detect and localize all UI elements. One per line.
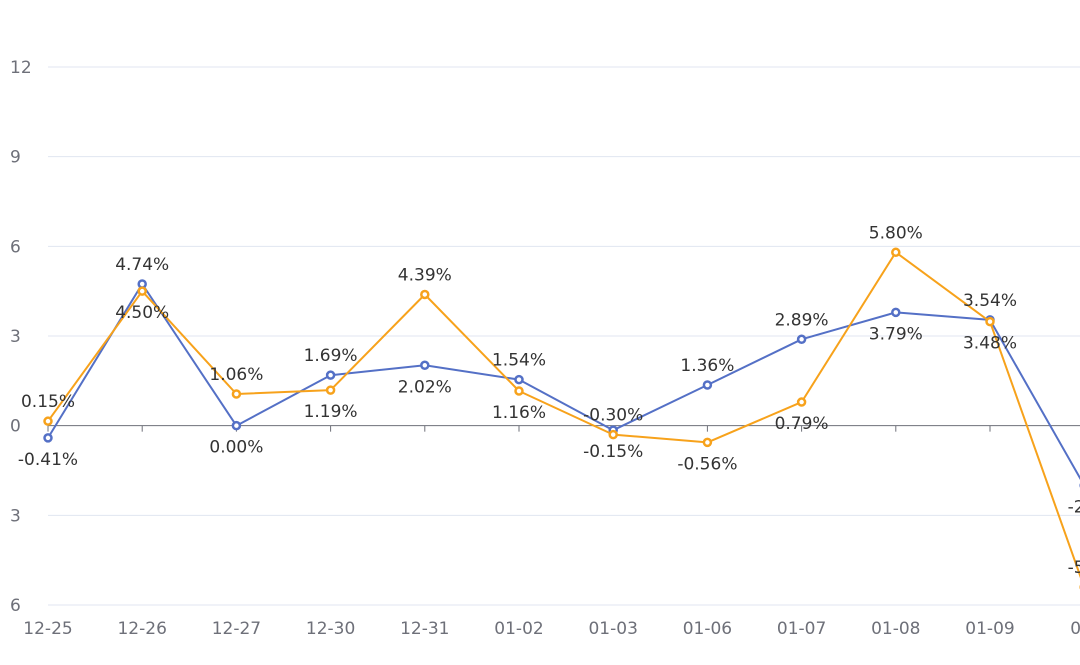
- data-label: -5.4: [1068, 558, 1080, 578]
- y-tick-label: 0: [10, 417, 21, 437]
- series-line-1: [47, 283, 1080, 481]
- data-label: 5.80%: [869, 223, 923, 243]
- data-label: 1.19%: [304, 402, 358, 422]
- data-label: 2.02%: [398, 377, 452, 397]
- data-label: -0.41%: [18, 450, 78, 470]
- data-label: 4.39%: [398, 265, 452, 285]
- x-tick-label: 12-26: [117, 619, 166, 639]
- data-label: 1.06%: [209, 365, 263, 385]
- data-label: -0.15%: [583, 442, 643, 462]
- data-point: [137, 286, 147, 296]
- data-point: [231, 420, 242, 431]
- y-tick-label: 12: [10, 58, 32, 78]
- data-label: 1.54%: [492, 351, 546, 371]
- data-point: [514, 374, 524, 385]
- data-label: -0.56%: [677, 454, 737, 474]
- x-tick-label: 12-30: [306, 619, 355, 639]
- series-lines: [43, 247, 1080, 590]
- data-label: -2.0: [1068, 497, 1080, 517]
- data-label: 4.50%: [115, 303, 169, 323]
- data-point: [420, 360, 430, 371]
- data-label: -0.30%: [583, 406, 643, 426]
- data-label: 4.74%: [115, 255, 169, 275]
- x-tick-label: 01-09: [965, 619, 1014, 639]
- y-tick-label: 9: [10, 148, 21, 168]
- data-point: [420, 289, 430, 300]
- data-point: [514, 386, 524, 396]
- data-point: [325, 370, 336, 380]
- data-point: [325, 385, 336, 395]
- y-tick-label: 6: [10, 596, 21, 616]
- data-label: 3.54%: [963, 291, 1017, 311]
- y-tick-label: 3: [10, 506, 21, 526]
- x-tick-label: 01-02: [494, 619, 543, 639]
- x-tick-label: 01-03: [588, 619, 637, 639]
- data-label: 1.36%: [680, 356, 734, 376]
- y-tick-label: 6: [10, 237, 21, 257]
- data-label: 2.89%: [775, 310, 829, 330]
- data-label: 3.48%: [963, 334, 1017, 354]
- data-label: 1.69%: [304, 346, 358, 366]
- x-tick-label: 01-06: [683, 619, 732, 639]
- data-point: [985, 316, 995, 327]
- data-labels: -0.41% 4.74% 0.00% 1.69% 2.02% 1.54% -0.15% 1.3…: [18, 223, 1080, 578]
- x-tick-label: 12-25: [23, 619, 72, 639]
- x-tick-label: 12-27: [212, 619, 261, 639]
- data-point: [608, 429, 618, 440]
- data-label: 0.00%: [209, 438, 263, 458]
- x-tick-label: 12-31: [400, 619, 449, 639]
- x-tick-label: 01-: [1070, 619, 1080, 639]
- data-point: [231, 389, 242, 399]
- data-point: [43, 416, 53, 426]
- data-point: [891, 307, 901, 318]
- data-label: 1.16%: [492, 403, 546, 423]
- data-point: [891, 247, 901, 258]
- data-point: [702, 437, 713, 448]
- x-tick-label: 01-07: [777, 619, 826, 639]
- data-label: 3.79%: [869, 324, 923, 344]
- data-point: [43, 433, 53, 443]
- data-point: [796, 334, 807, 345]
- data-point: [796, 397, 807, 407]
- series-line-2: [47, 251, 1080, 579]
- x-tick-label: 01-08: [871, 619, 920, 639]
- data-label: 0.79%: [775, 414, 829, 434]
- data-label: 0.15%: [21, 392, 75, 412]
- y-tick-label: 3: [10, 327, 21, 347]
- data-point: [702, 380, 713, 390]
- grid-lines: [48, 66, 1080, 606]
